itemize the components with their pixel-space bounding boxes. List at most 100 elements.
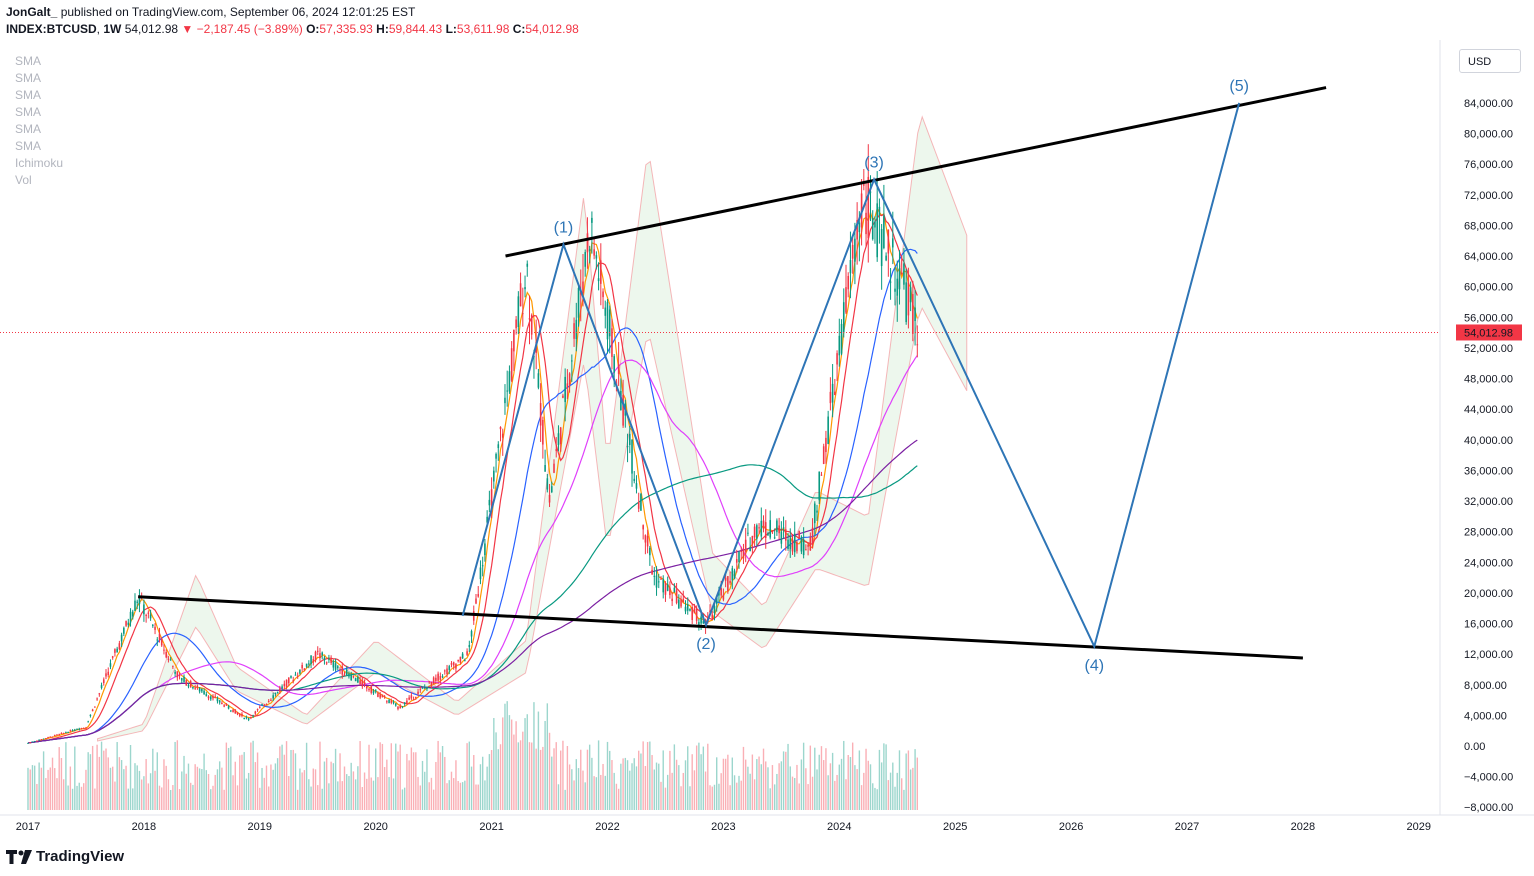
candle-body [760, 520, 763, 537]
candle-body [421, 687, 424, 689]
candle-body [91, 709, 94, 712]
candle-body [562, 395, 564, 398]
candle-body [522, 313, 524, 315]
candle-body [341, 666, 344, 675]
candle-body [796, 542, 798, 552]
candle-body [189, 681, 192, 688]
candle-body [394, 703, 397, 706]
candle-body [406, 700, 408, 704]
candle-body [131, 611, 134, 617]
candle-body [588, 249, 591, 251]
candle-body [29, 742, 32, 744]
y-tick-label: 12,000.00 [1464, 649, 1513, 661]
candle-body [673, 587, 676, 593]
candle-body [577, 287, 580, 318]
candle-body [435, 677, 437, 682]
candle-body [105, 673, 107, 677]
candle-body [691, 607, 693, 621]
candle-body [606, 302, 609, 340]
candle-body [62, 732, 65, 734]
wave-label: (2) [696, 636, 716, 653]
candle-body [657, 581, 660, 583]
candle-body [47, 736, 49, 738]
trendline-lower [138, 595, 1303, 660]
candle-body [646, 535, 649, 547]
symbol-name[interactable]: INDEX:BTCUSD [6, 22, 97, 36]
candle-body [593, 249, 595, 256]
candle-body [524, 287, 526, 290]
candle-body [60, 732, 63, 734]
candle-body [301, 665, 303, 669]
candle-body [874, 221, 876, 228]
candle-body [459, 656, 462, 663]
candle-body [111, 656, 114, 658]
indicator-volume[interactable]: Vol [15, 173, 32, 187]
candle-body [446, 668, 448, 675]
candle-body [782, 527, 785, 529]
candle-body [408, 697, 410, 700]
candle-body [767, 533, 769, 536]
candle-body [773, 537, 776, 539]
candle-body [715, 596, 718, 604]
indicator-sma-5[interactable]: SMA [15, 122, 42, 136]
candle-body [337, 666, 339, 669]
candle-body [822, 446, 825, 464]
candle-body [836, 353, 838, 365]
candle-body [880, 229, 883, 267]
candle-body [330, 659, 332, 663]
time-axis: 2017 2018 2019 2020 2021 2022 2023 2024 2025 2026… [16, 821, 1431, 833]
candle-body [192, 686, 194, 689]
indicator-sma-3[interactable]: SMA [15, 88, 42, 102]
candle-body [711, 614, 714, 619]
candle-body [613, 356, 615, 373]
candle-body [399, 706, 402, 709]
candle-body [125, 621, 127, 626]
candle-body [544, 465, 546, 472]
candle-body [390, 700, 393, 703]
candle-body [854, 238, 856, 262]
candle-body [787, 539, 789, 550]
candle-body [649, 547, 651, 556]
candle-body [693, 608, 696, 614]
candle-body [412, 699, 415, 701]
candle-body [69, 730, 72, 732]
candle-body [506, 390, 509, 392]
currency-button[interactable]: USD [1459, 49, 1521, 73]
candle-body [751, 535, 754, 545]
candle-body [566, 383, 569, 389]
last-price: 54,012.98 [124, 22, 179, 36]
candle-body [626, 446, 629, 448]
candle-body [194, 687, 196, 689]
candle-body [377, 693, 379, 697]
candle-body [481, 565, 484, 567]
candle-body [265, 703, 268, 705]
indicator-sma-2[interactable]: SMA [15, 71, 42, 85]
indicator-sma-4[interactable]: SMA [15, 105, 42, 119]
candle-body [553, 463, 555, 473]
indicator-sma-6[interactable]: SMA [15, 139, 42, 153]
candle-body [900, 272, 903, 274]
y-tick-label: −4,000.00 [1464, 772, 1513, 784]
candle-body [702, 621, 705, 624]
candle-body [319, 653, 321, 659]
candle-body [564, 376, 566, 403]
candle-body [178, 674, 181, 676]
candle-body [292, 680, 295, 682]
candle-body [94, 706, 96, 708]
candle-body [116, 648, 118, 653]
candle-body [513, 329, 515, 352]
publisher-name[interactable]: JonGalt_ [6, 5, 58, 19]
elliott-wave: (1) (2) (3) (4) (5) [461, 78, 1249, 674]
candle-body [270, 699, 272, 701]
indicator-ichimoku[interactable]: Ichimoku [15, 156, 64, 170]
candle-body [308, 663, 310, 665]
indicator-sma-1[interactable]: SMA [15, 54, 42, 68]
interval[interactable]: 1W [103, 22, 122, 36]
candle-body [883, 215, 885, 249]
tradingview-logo[interactable]: TradingView [6, 848, 124, 865]
candle-body [640, 493, 642, 511]
candle-body [571, 360, 573, 362]
candle-body [316, 650, 319, 652]
wave-path [461, 102, 1241, 650]
